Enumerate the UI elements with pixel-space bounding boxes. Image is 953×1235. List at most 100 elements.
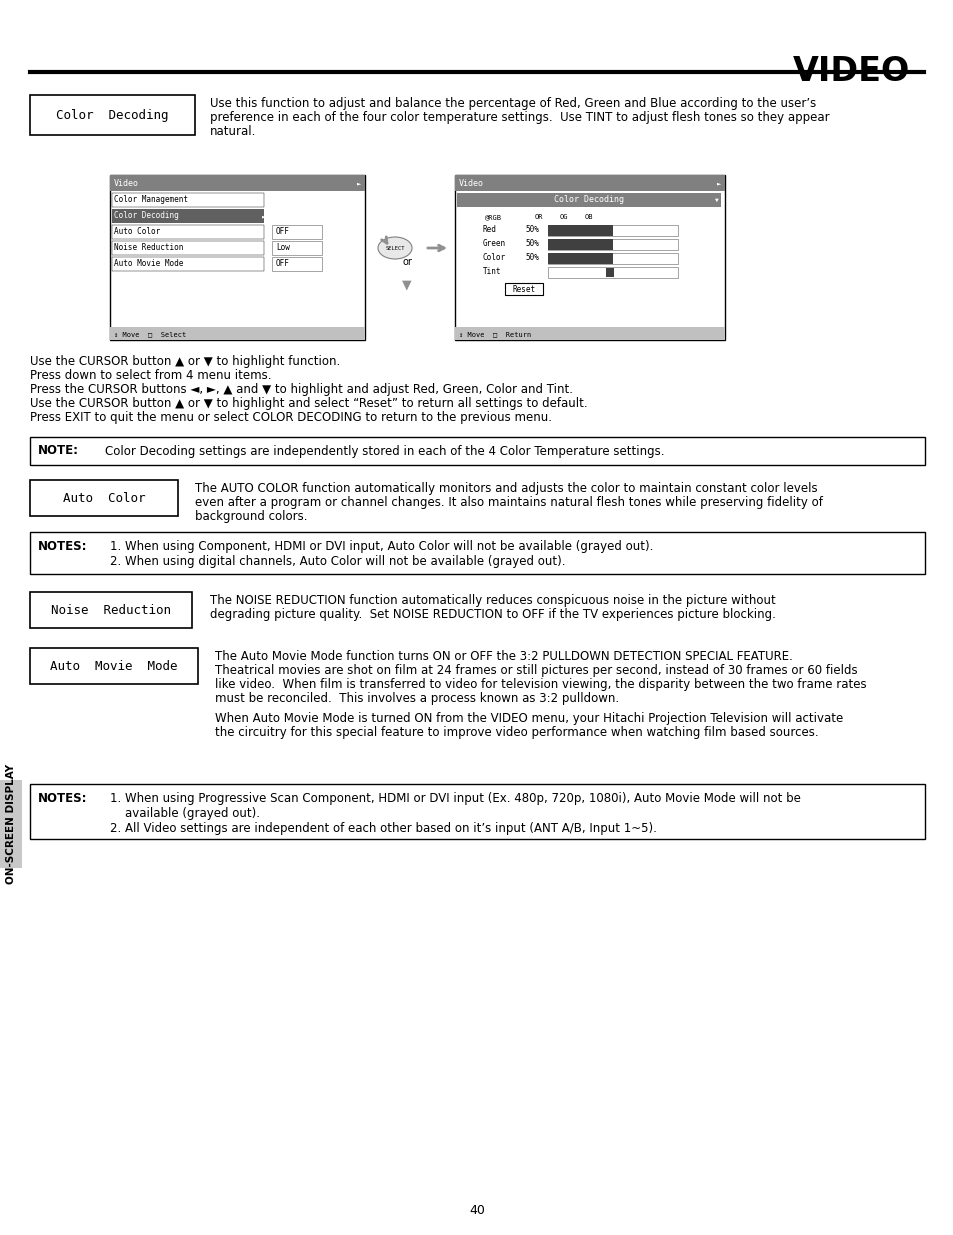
Text: ↕ Move  □  Return: ↕ Move □ Return — [458, 331, 531, 337]
Text: The NOISE REDUCTION function automatically reduces conspicuous noise in the pict: The NOISE REDUCTION function automatical… — [210, 594, 775, 606]
Text: ►: ► — [262, 212, 266, 219]
Text: Color  Decoding: Color Decoding — [55, 109, 168, 121]
Bar — [455, 175, 724, 340]
Text: Auto  Color: Auto Color — [63, 492, 145, 505]
Text: NOTES:: NOTES: — [38, 540, 88, 553]
Text: Green: Green — [482, 240, 506, 248]
Bar — [30, 648, 198, 684]
Text: available (grayed out).: available (grayed out). — [110, 806, 260, 820]
Text: ON-SCREEN DISPLAY: ON-SCREEN DISPLAY — [6, 764, 16, 884]
Bar — [547, 240, 613, 249]
Bar — [30, 784, 924, 839]
Bar — [547, 240, 678, 249]
Text: OB: OB — [584, 214, 593, 220]
Text: 2. When using digital channels, Auto Color will not be available (grayed out).: 2. When using digital channels, Auto Col… — [110, 555, 565, 568]
Text: 50%: 50% — [524, 226, 538, 235]
Text: Use this function to adjust and balance the percentage of Red, Green and Blue ac: Use this function to adjust and balance … — [210, 98, 816, 110]
Bar — [455, 327, 724, 340]
Text: Color Decoding: Color Decoding — [554, 195, 623, 205]
Text: ►: ► — [356, 180, 361, 186]
Bar — [30, 532, 924, 574]
Text: like video.  When film is transferred to video for television viewing, the dispa: like video. When film is transferred to … — [214, 678, 865, 692]
Bar — [547, 225, 678, 236]
Bar — [455, 175, 724, 191]
Bar — [272, 241, 322, 254]
Text: ↕ Move  □  Select: ↕ Move □ Select — [113, 331, 186, 337]
Bar — [112, 257, 264, 270]
Bar — [547, 253, 678, 264]
Text: Reset: Reset — [512, 284, 535, 294]
Text: Color: Color — [482, 253, 506, 263]
Bar — [30, 437, 924, 466]
Text: 2. All Video settings are independent of each other based on it’s input (ANT A/B: 2. All Video settings are independent of… — [110, 823, 657, 835]
Bar — [547, 253, 613, 264]
Text: Color Management: Color Management — [113, 195, 188, 205]
Bar — [547, 225, 613, 236]
Text: Noise  Reduction: Noise Reduction — [51, 604, 171, 616]
Text: The AUTO COLOR function automatically monitors and adjusts the color to maintain: The AUTO COLOR function automatically mo… — [194, 482, 817, 495]
Text: OFF: OFF — [275, 227, 290, 236]
Text: Press down to select from 4 menu items.: Press down to select from 4 menu items. — [30, 369, 272, 382]
Text: ▼: ▼ — [714, 198, 718, 203]
Text: ▼: ▼ — [402, 279, 412, 291]
Text: OR: OR — [535, 214, 543, 220]
Bar — [0, 781, 22, 868]
Text: ►: ► — [717, 180, 720, 186]
Text: Low: Low — [275, 243, 290, 252]
Text: Press the CURSOR buttons ◄, ►, ▲ and ▼ to highlight and adjust Red, Green, Color: Press the CURSOR buttons ◄, ►, ▲ and ▼ t… — [30, 383, 573, 396]
Text: preference in each of the four color temperature settings.  Use TINT to adjust f: preference in each of the four color tem… — [210, 111, 829, 124]
Bar — [272, 225, 322, 240]
Text: The Auto Movie Mode function turns ON or OFF the 3:2 PULLDOWN DETECTION SPECIAL : The Auto Movie Mode function turns ON or… — [214, 650, 792, 663]
Bar — [30, 95, 194, 135]
Text: Auto Movie Mode: Auto Movie Mode — [113, 259, 183, 268]
Text: @RGB: @RGB — [484, 214, 501, 220]
Text: Color Decoding: Color Decoding — [113, 211, 178, 221]
Text: When Auto Movie Mode is turned ON from the VIDEO menu, your Hitachi Projection T: When Auto Movie Mode is turned ON from t… — [214, 713, 842, 725]
Bar — [504, 283, 542, 295]
Text: NOTES:: NOTES: — [38, 792, 88, 805]
Text: Color Decoding settings are independently stored in each of the 4 Color Temperat: Color Decoding settings are independentl… — [105, 445, 664, 457]
Text: 40: 40 — [469, 1203, 484, 1216]
Bar — [110, 327, 365, 340]
Bar — [30, 480, 178, 516]
Text: 1. When using Progressive Scan Component, HDMI or DVI input (Ex. 480p, 720p, 108: 1. When using Progressive Scan Component… — [110, 792, 800, 805]
Bar — [112, 209, 264, 224]
Text: degrading picture quality.  Set NOISE REDUCTION to OFF if the TV experiences pic: degrading picture quality. Set NOISE RED… — [210, 608, 775, 621]
Bar — [110, 175, 365, 191]
Text: Use the CURSOR button ▲ or ▼ to highlight and select “Reset” to return all setti: Use the CURSOR button ▲ or ▼ to highligh… — [30, 396, 587, 410]
Text: Video: Video — [458, 179, 483, 188]
Text: Auto Color: Auto Color — [113, 227, 160, 236]
Text: natural.: natural. — [210, 125, 256, 138]
Bar — [112, 225, 264, 240]
Bar — [547, 267, 678, 278]
Text: 1. When using Component, HDMI or DVI input, Auto Color will not be available (gr: 1. When using Component, HDMI or DVI inp… — [110, 540, 653, 553]
Bar — [272, 257, 322, 270]
Text: Video: Video — [113, 179, 139, 188]
Text: Tint: Tint — [482, 268, 501, 277]
Text: SELECT: SELECT — [385, 246, 404, 251]
Text: OFF: OFF — [275, 259, 290, 268]
Bar — [30, 592, 192, 629]
Bar — [110, 175, 365, 340]
Bar — [112, 241, 264, 254]
Text: OG: OG — [559, 214, 568, 220]
Text: 50%: 50% — [524, 240, 538, 248]
Text: even after a program or channel changes. It also maintains natural flesh tones w: even after a program or channel changes.… — [194, 496, 822, 509]
Bar — [456, 193, 720, 207]
Text: Noise Reduction: Noise Reduction — [113, 243, 183, 252]
Bar — [605, 268, 614, 277]
Text: NOTE:: NOTE: — [38, 445, 79, 457]
Text: Press EXIT to quit the menu or select COLOR DECODING to return to the previous m: Press EXIT to quit the menu or select CO… — [30, 411, 552, 424]
Text: Theatrical movies are shot on film at 24 frames or still pictures per second, in: Theatrical movies are shot on film at 24… — [214, 664, 857, 677]
Text: background colors.: background colors. — [194, 510, 307, 522]
Text: 50%: 50% — [524, 253, 538, 263]
Bar — [112, 193, 264, 207]
Text: must be reconciled.  This involves a process known as 3:2 pulldown.: must be reconciled. This involves a proc… — [214, 692, 618, 705]
Ellipse shape — [377, 237, 412, 259]
Text: VIDEO: VIDEO — [792, 56, 909, 88]
Text: Use the CURSOR button ▲ or ▼ to highlight function.: Use the CURSOR button ▲ or ▼ to highligh… — [30, 354, 340, 368]
Text: Red: Red — [482, 226, 497, 235]
Text: Auto  Movie  Mode: Auto Movie Mode — [51, 659, 177, 673]
Text: or: or — [401, 257, 412, 267]
Text: the circuitry for this special feature to improve video performance when watchin: the circuitry for this special feature t… — [214, 726, 818, 739]
